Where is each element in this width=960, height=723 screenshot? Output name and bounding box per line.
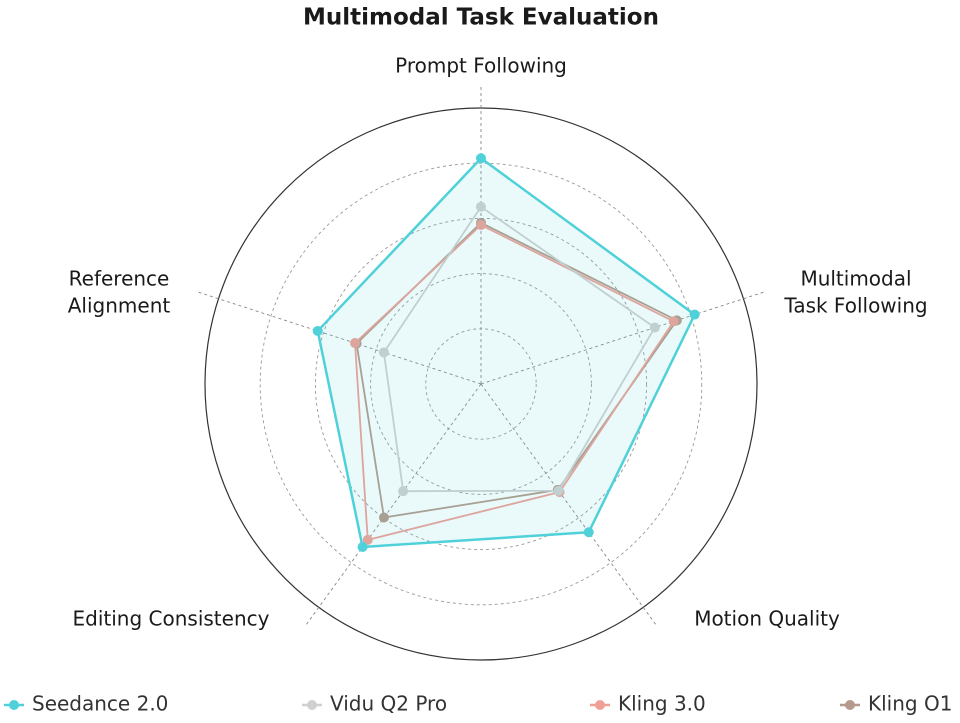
series-polygon [355,221,678,519]
data-point [312,325,323,336]
data-point [398,486,409,497]
legend-marker [307,700,317,710]
series-polygon [382,205,656,493]
grid-ring [370,273,592,495]
legend-text: Kling 3.0 [618,692,706,716]
data-point [378,347,389,358]
data-point [689,309,700,320]
data-point [649,322,660,333]
legend-text: Kling O1 [868,692,952,716]
data-point [553,485,564,496]
axis-label: Multimodal Task Following [783,266,927,317]
spoke [480,383,658,627]
spoke [195,290,482,385]
data-point [362,534,373,545]
axis-label: Editing Consistency [73,607,270,631]
legend-text: Seedance 2.0 [32,692,168,716]
legend-marker [845,700,855,710]
data-point [476,201,486,212]
legend-text: Vidu Q2 Pro [330,692,447,716]
axis-label: Reference Alignment [68,266,171,317]
legend-marker [595,700,605,710]
series-polygon [354,224,675,541]
series-polygon [316,156,696,549]
data-point [668,316,679,327]
data-point [350,338,361,349]
legend-marker [9,700,19,710]
spoke [304,383,482,627]
chart-title: Multimodal Task Evaluation [303,5,659,31]
data-point [476,153,486,164]
spoke [480,290,767,385]
data-point [378,512,389,523]
data-point [476,220,486,231]
data-point [583,527,594,538]
data-point [357,542,368,553]
axis-label: Prompt Following [395,54,567,78]
axis-label: Motion Quality [694,607,840,631]
